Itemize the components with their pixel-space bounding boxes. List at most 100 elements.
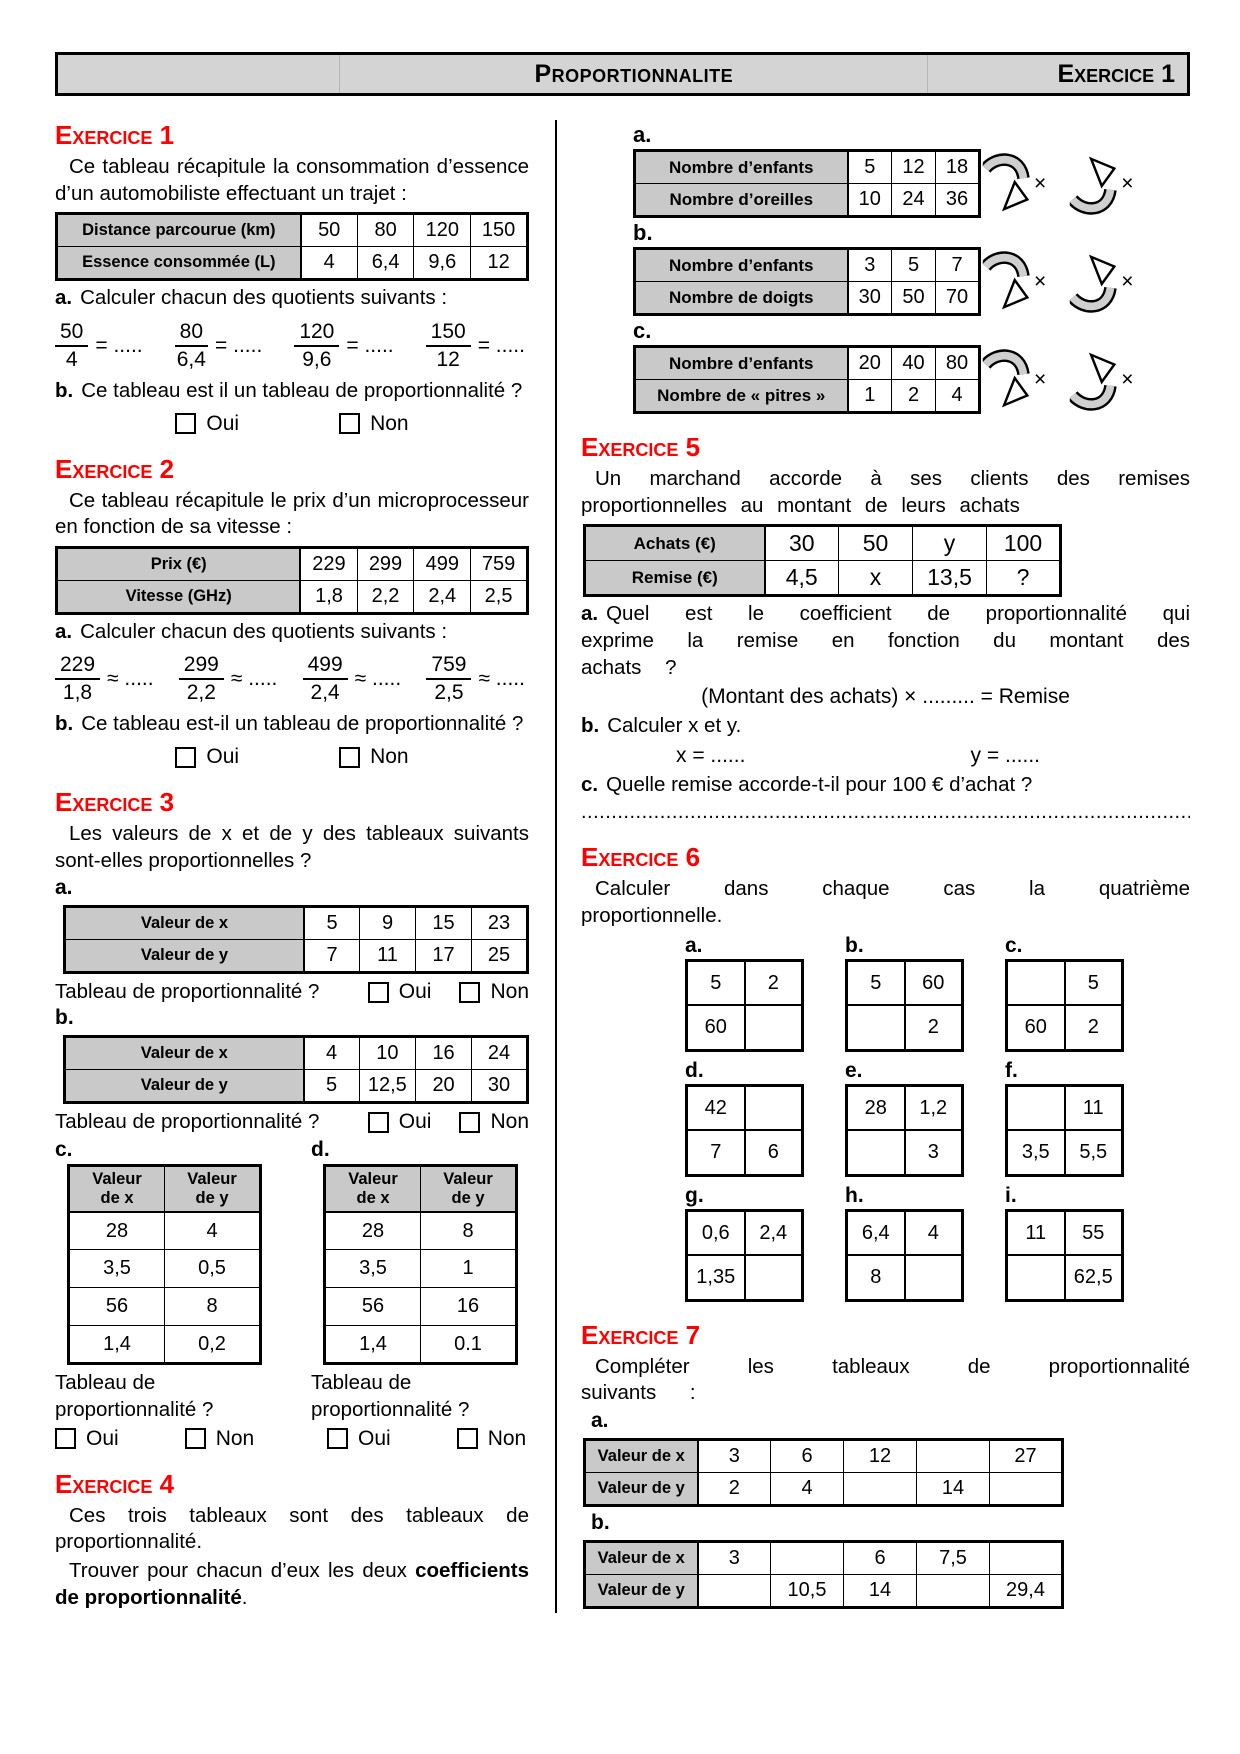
ex3-a-question: Tableau de proportionnalité ? Oui Non bbox=[55, 980, 529, 1004]
answer-cell[interactable] bbox=[916, 1439, 990, 1474]
non-checkbox[interactable] bbox=[339, 746, 361, 768]
answer-cell[interactable] bbox=[989, 1541, 1063, 1576]
non-option[interactable]: Non bbox=[459, 980, 529, 1004]
bold-text-segment: coefficients de proportionnalité bbox=[55, 1558, 529, 1609]
non-option[interactable]: Non bbox=[339, 412, 409, 436]
table-row: 28 4 bbox=[68, 1211, 261, 1251]
times-sign: × bbox=[1034, 269, 1047, 293]
non-checkbox[interactable] bbox=[456, 1428, 478, 1450]
table-cell: 60 bbox=[685, 1004, 746, 1052]
non-option[interactable]: Non bbox=[339, 745, 409, 769]
table-cell: 80 bbox=[935, 346, 980, 380]
block-label: e. bbox=[845, 1058, 863, 1082]
non-option[interactable]: Non bbox=[456, 1427, 526, 1451]
ex5-title: Exercice 5 bbox=[581, 432, 701, 462]
oui-option[interactable]: Oui bbox=[55, 1427, 119, 1451]
block-label: i. bbox=[1005, 1183, 1017, 1207]
ex6-block-c: c. 5 60 2 bbox=[1005, 934, 1127, 1052]
fraction-answer-blank[interactable]: ≈ ..... bbox=[478, 667, 525, 691]
table-cell: 9,6 bbox=[413, 246, 472, 281]
answer-cell[interactable] bbox=[903, 1254, 964, 1302]
non-checkbox[interactable] bbox=[459, 981, 481, 1003]
answer-cell[interactable] bbox=[743, 1084, 804, 1132]
table-cell: 7 bbox=[303, 939, 361, 974]
answer-cell[interactable] bbox=[743, 1254, 804, 1302]
answer-cell[interactable] bbox=[697, 1574, 771, 1609]
table-cell: 56 bbox=[324, 1287, 421, 1327]
block-label: f. bbox=[1005, 1058, 1018, 1082]
table-cell: 6 bbox=[770, 1439, 844, 1474]
oui-option[interactable]: Oui bbox=[175, 412, 239, 436]
answer-cell[interactable] bbox=[845, 1004, 906, 1052]
table-cell: 5 bbox=[847, 150, 892, 184]
left-column: Exercice 1 Ce tableau récapitule la cons… bbox=[55, 120, 529, 1613]
non-label: Non bbox=[370, 411, 409, 435]
table-cell: y bbox=[912, 525, 987, 562]
table-row: Remise (€) 4,5 x 13,5 ? bbox=[584, 560, 1061, 597]
fraction-answer-blank[interactable]: = ..... bbox=[477, 333, 525, 357]
oui-checkbox[interactable] bbox=[175, 746, 197, 768]
answer-cell[interactable] bbox=[845, 1129, 906, 1177]
non-option[interactable]: Non bbox=[184, 1426, 255, 1451]
table-row: Valeur de x 5 9 15 23 bbox=[63, 906, 529, 941]
table-row: 3 bbox=[845, 1129, 964, 1177]
non-checkbox[interactable] bbox=[339, 413, 361, 435]
answer-cell[interactable] bbox=[989, 1472, 1063, 1507]
table-cell: 8 bbox=[164, 1287, 261, 1327]
table-cell: 60 bbox=[1005, 1004, 1066, 1052]
ex7-table-b: Valeur de x 3 6 7,5 Valeur de y 10,5 14 … bbox=[583, 1540, 1064, 1610]
fraction-denominator: 9,6 bbox=[302, 347, 332, 371]
ex2-question-b: b. Ce tableau est-il un tableau de propor… bbox=[55, 711, 529, 738]
table-cell: 6,4 bbox=[356, 246, 415, 281]
table-cell: 2 bbox=[743, 959, 804, 1007]
ex5-formula-blank[interactable]: (Montant des achats) × ......... = Remis… bbox=[701, 685, 1070, 709]
answer-cell[interactable] bbox=[770, 1541, 844, 1576]
oui-checkbox[interactable] bbox=[367, 981, 389, 1003]
text-segment: Trouver pour chacun d’eux les deux bbox=[69, 1558, 416, 1582]
ex7-table-a: Valeur de x 3 6 12 27 Valeur de y 2 4 14 bbox=[583, 1438, 1064, 1508]
oui-checkbox[interactable] bbox=[55, 1428, 76, 1450]
oui-checkbox[interactable] bbox=[327, 1428, 348, 1450]
side-a-row: Nombre d’enfants 5 12 18 Nombre d’oreill… bbox=[633, 149, 1190, 218]
table-row: 11 bbox=[1005, 1084, 1124, 1132]
oui-option[interactable]: Oui bbox=[175, 745, 239, 769]
non-label: Non bbox=[215, 1426, 255, 1450]
non-option[interactable]: Non bbox=[459, 1110, 529, 1134]
header-spacer bbox=[58, 55, 341, 93]
fraction-answer-blank[interactable]: = ..... bbox=[346, 333, 394, 357]
fraction-answer-blank[interactable]: ≈ ..... bbox=[107, 667, 154, 691]
y-answer-blank[interactable]: y = ...... bbox=[970, 743, 1040, 767]
ex5-answer-line[interactable]: ........................................… bbox=[581, 801, 1190, 824]
oui-checkbox[interactable] bbox=[175, 413, 197, 435]
fraction-answer-blank[interactable]: = ..... bbox=[215, 333, 263, 357]
side-b-label: b. bbox=[633, 220, 653, 245]
ex1-intro: Ce tableau récapitule la consommation d’… bbox=[55, 155, 529, 205]
answer-cell[interactable] bbox=[916, 1574, 990, 1609]
ex5-intro: Un marchand accorde à ses clients des re… bbox=[581, 467, 1190, 517]
question-label: a. bbox=[55, 286, 73, 310]
oui-option[interactable]: Oui bbox=[327, 1427, 391, 1451]
table-cell: 3 bbox=[847, 248, 892, 282]
answer-cell[interactable] bbox=[1005, 1254, 1066, 1302]
table-row: Achats (€) 30 50 y 100 bbox=[584, 525, 1061, 562]
oui-option[interactable]: Oui bbox=[367, 1110, 431, 1134]
table-cell: 120 bbox=[413, 213, 472, 248]
non-checkbox[interactable] bbox=[459, 1111, 481, 1133]
answer-cell[interactable] bbox=[1005, 1084, 1066, 1132]
x-answer-blank[interactable]: x = ...... bbox=[676, 743, 746, 767]
ex5-question-b: b. Calculer x et y. bbox=[581, 713, 1190, 740]
table-cell: 7,5 bbox=[916, 1541, 990, 1576]
non-checkbox[interactable] bbox=[184, 1428, 206, 1450]
answer-cell[interactable] bbox=[843, 1472, 917, 1507]
oui-checkbox[interactable] bbox=[367, 1111, 389, 1133]
fraction-answer-blank[interactable]: = ..... bbox=[95, 333, 143, 357]
oui-option[interactable]: Oui bbox=[367, 980, 431, 1004]
answer-cell[interactable] bbox=[1005, 959, 1066, 1007]
ex1-table: Distance parcourue (km) 50 80 120 150 Es… bbox=[55, 212, 529, 282]
multiply-arrow-group: × bbox=[1068, 153, 1134, 215]
answer-cell[interactable] bbox=[743, 1004, 804, 1052]
table-cell: 6 bbox=[743, 1129, 804, 1177]
row-label: Nombre de « pitres » bbox=[634, 379, 849, 413]
fraction-answer-blank[interactable]: ≈ ..... bbox=[230, 667, 278, 691]
fraction-answer-blank[interactable]: ≈ ..... bbox=[354, 667, 402, 691]
